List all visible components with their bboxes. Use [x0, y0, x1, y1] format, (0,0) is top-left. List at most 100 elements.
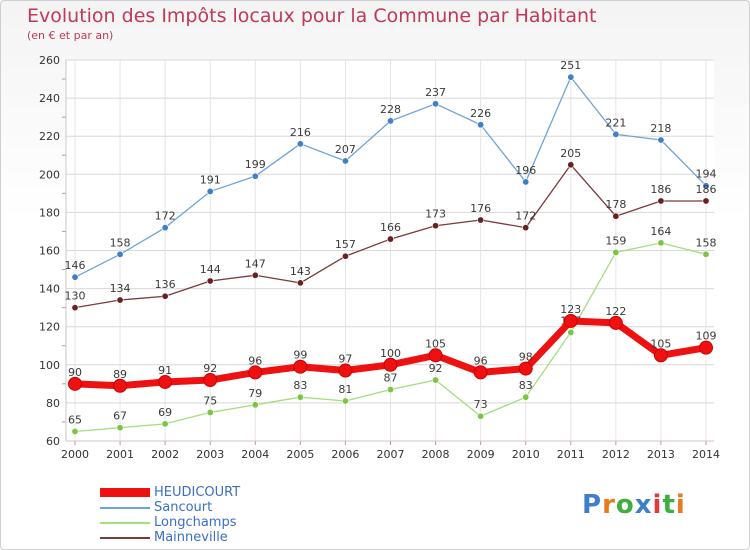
x-tick-label: 2001	[106, 448, 134, 461]
data-label-heudicourt: 99	[293, 349, 307, 362]
data-point-sancourt	[702, 182, 710, 190]
proxiti-logo: Proxiti	[582, 490, 686, 520]
data-point-longchamps	[432, 376, 440, 384]
data-point-heudicourt	[563, 313, 578, 328]
data-label-mainneville: 136	[155, 278, 176, 291]
data-point-mainneville	[522, 224, 530, 232]
data-label-longchamps: 69	[158, 406, 172, 419]
data-label-sancourt: 216	[290, 126, 311, 139]
legend-swatch	[100, 521, 150, 524]
data-point-mainneville	[702, 197, 710, 205]
data-point-longchamps	[116, 424, 124, 432]
data-point-sancourt	[206, 187, 214, 195]
data-label-longchamps: 73	[474, 398, 488, 411]
data-point-longchamps	[657, 239, 665, 247]
data-label-heudicourt: 92	[203, 362, 217, 375]
x-tick-label: 2013	[647, 448, 675, 461]
y-tick-label: 220	[39, 130, 60, 143]
x-tick-label: 2009	[467, 448, 495, 461]
data-point-mainneville	[477, 216, 485, 224]
data-point-mainneville	[251, 271, 259, 279]
data-point-mainneville	[612, 212, 620, 220]
data-label-sancourt: 237	[425, 86, 446, 99]
data-point-mainneville	[161, 292, 169, 300]
data-label-heudicourt: 91	[158, 364, 172, 377]
data-point-heudicourt	[293, 359, 308, 374]
legend-swatch	[100, 536, 150, 539]
y-tick-label: 180	[39, 206, 60, 219]
data-label-mainneville: 186	[650, 183, 671, 196]
data-label-longchamps: 92	[429, 362, 443, 375]
data-point-sancourt	[657, 136, 665, 144]
y-tick-label: 160	[39, 245, 60, 258]
data-point-mainneville	[432, 222, 440, 230]
legend-swatch	[100, 506, 150, 509]
data-point-heudicourt	[473, 365, 488, 380]
data-point-sancourt	[116, 250, 124, 258]
data-point-heudicourt	[203, 373, 218, 388]
data-label-mainneville: 157	[335, 238, 356, 251]
data-point-sancourt	[386, 117, 394, 125]
data-point-heudicourt	[338, 363, 353, 378]
data-label-mainneville: 143	[290, 265, 311, 278]
data-label-mainneville: 172	[515, 210, 536, 223]
y-tick-label: 240	[39, 92, 60, 105]
data-point-heudicourt	[248, 365, 263, 380]
data-point-mainneville	[71, 304, 79, 312]
chart-subtitle: (en € et par an)	[27, 29, 114, 42]
data-label-longchamps: 65	[68, 413, 82, 426]
data-label-sancourt: 207	[335, 143, 356, 156]
data-label-longchamps: 79	[248, 387, 262, 400]
x-tick-label: 2007	[377, 448, 405, 461]
data-point-heudicourt	[699, 340, 713, 355]
legend-item-heudicourt: HEUDICOURT	[100, 486, 240, 499]
data-point-longchamps	[477, 412, 485, 420]
data-point-longchamps	[341, 397, 349, 405]
data-label-sancourt: 191	[200, 173, 221, 186]
x-tick-label: 2010	[512, 448, 540, 461]
data-point-longchamps	[71, 427, 79, 435]
data-label-sancourt: 172	[155, 210, 176, 223]
chart-legend: HEUDICOURT Sancourt Longchamps Mainneville	[100, 486, 240, 546]
data-point-sancourt	[432, 100, 440, 108]
y-tick-label: 80	[46, 397, 60, 410]
data-point-mainneville	[657, 197, 665, 205]
data-label-mainneville: 176	[470, 202, 491, 215]
legend-label: HEUDICOURT	[154, 485, 241, 500]
data-point-heudicourt	[608, 315, 623, 330]
data-label-heudicourt: 96	[248, 354, 262, 367]
y-tick-label: 200	[39, 168, 60, 181]
data-label-heudicourt: 98	[519, 351, 533, 364]
data-label-longchamps: 159	[605, 234, 626, 247]
data-label-longchamps: 81	[338, 383, 352, 396]
data-label-sancourt: 158	[110, 236, 131, 249]
x-tick-label: 2000	[61, 448, 89, 461]
data-point-heudicourt	[518, 361, 533, 376]
chart-title: Evolution des Impôts locaux pour la Comm…	[27, 5, 597, 27]
x-tick-label: 2003	[196, 448, 224, 461]
data-label-sancourt: 196	[515, 164, 536, 177]
data-label-heudicourt: 105	[425, 337, 446, 350]
data-point-longchamps	[251, 401, 259, 409]
data-point-sancourt	[477, 121, 485, 129]
data-point-sancourt	[341, 157, 349, 165]
data-label-longchamps: 67	[113, 410, 127, 423]
data-label-sancourt: 251	[560, 59, 581, 72]
data-point-longchamps	[702, 250, 710, 258]
data-point-heudicourt	[428, 348, 443, 363]
data-label-sancourt: 221	[605, 116, 626, 129]
data-label-sancourt: 194	[696, 168, 717, 181]
data-label-mainneville: 130	[65, 290, 86, 303]
data-point-sancourt	[251, 172, 259, 180]
data-point-sancourt	[567, 73, 575, 81]
x-tick-label: 2004	[241, 448, 269, 461]
data-point-mainneville	[567, 161, 575, 169]
y-tick-label: 100	[39, 359, 60, 372]
legend-item-mainneville: Mainneville	[100, 531, 240, 544]
data-point-sancourt	[522, 178, 530, 186]
data-label-sancourt: 228	[380, 103, 401, 116]
data-label-mainneville: 147	[245, 257, 266, 270]
data-label-heudicourt: 96	[474, 354, 488, 367]
data-point-longchamps	[296, 393, 304, 401]
